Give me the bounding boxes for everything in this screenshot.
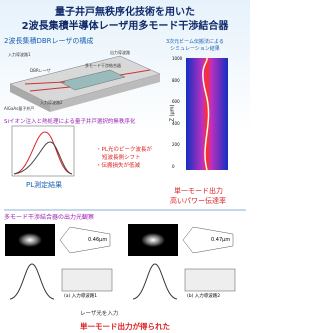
caption: (a) 入力導波路1 — [64, 294, 98, 299]
profile — [59, 226, 111, 254]
label: DBRレーザ — [30, 68, 51, 73]
point: 短波長側シフト — [102, 155, 141, 161]
spot — [18, 233, 42, 247]
heading: 2波長集積DBRレーザの構成 — [4, 37, 94, 45]
tick-label: 600 — [172, 99, 180, 104]
spot — [141, 233, 165, 247]
title: 2波長集積半導体レーザ用多モード干渉結合器 — [21, 21, 229, 32]
caption: (b) 入力導波路2 — [187, 294, 221, 299]
caption: シミュレーション結果 — [170, 46, 220, 52]
label: 出力導波路 — [110, 50, 130, 55]
pl-curve — [13, 131, 73, 175]
caption: PL測定結果 — [26, 181, 63, 189]
tick-label: 800 — [172, 77, 180, 83]
point: ・PL光のピーク波長が — [96, 147, 152, 153]
tick-label: 200 — [172, 142, 180, 147]
label: 入力導波路2 — [40, 100, 63, 105]
result: 高いパワー伝達率 — [170, 197, 226, 205]
device-side — [10, 84, 50, 112]
poster: 量子井戸無秩序化技術を用いた 2波長集積半導体レーザ用多モード干渉結合器 2波長… — [0, 0, 250, 333]
tick-label: 1000 — [172, 56, 183, 61]
label: AlGaAs量子井戸 — [4, 106, 35, 111]
caption: 3次元ビーム伝搬法による — [166, 39, 224, 45]
figures — [4, 55, 246, 300]
heading: Siイオン注入と熱処理による量子井戸選択的無秩序化 — [4, 119, 136, 125]
tick-label: 400 — [172, 120, 180, 126]
title: 量子井戸無秩序化技術を用いた — [55, 7, 195, 18]
device-side — [50, 74, 160, 112]
point: ・伝搬損失が低減 — [96, 163, 141, 169]
bpm-map — [186, 58, 228, 170]
label: 多モード干渉結合器 — [85, 63, 121, 68]
schematic — [184, 268, 236, 292]
width: 0.47µm — [211, 237, 231, 243]
schematic — [61, 268, 113, 292]
heading: 多モード干渉結合器の出力光観察 — [4, 214, 95, 221]
pl-curve — [13, 141, 73, 175]
width: 0.46µm — [88, 237, 108, 243]
result: 単一モード出力 — [174, 187, 223, 195]
conclusion: 単一モード出力が得られた — [80, 322, 170, 331]
profile — [9, 263, 55, 300]
waveguide — [29, 86, 71, 92]
tick-label: 0 — [172, 163, 175, 169]
profile — [182, 226, 234, 254]
waveguide — [119, 69, 151, 76]
axis-label: Z (µm) — [169, 104, 176, 122]
note: レーザ光を入力 — [80, 311, 119, 317]
profile — [132, 263, 178, 300]
beam — [202, 57, 210, 171]
label: 入力導波路1 — [8, 52, 31, 57]
waveguide — [24, 81, 66, 85]
